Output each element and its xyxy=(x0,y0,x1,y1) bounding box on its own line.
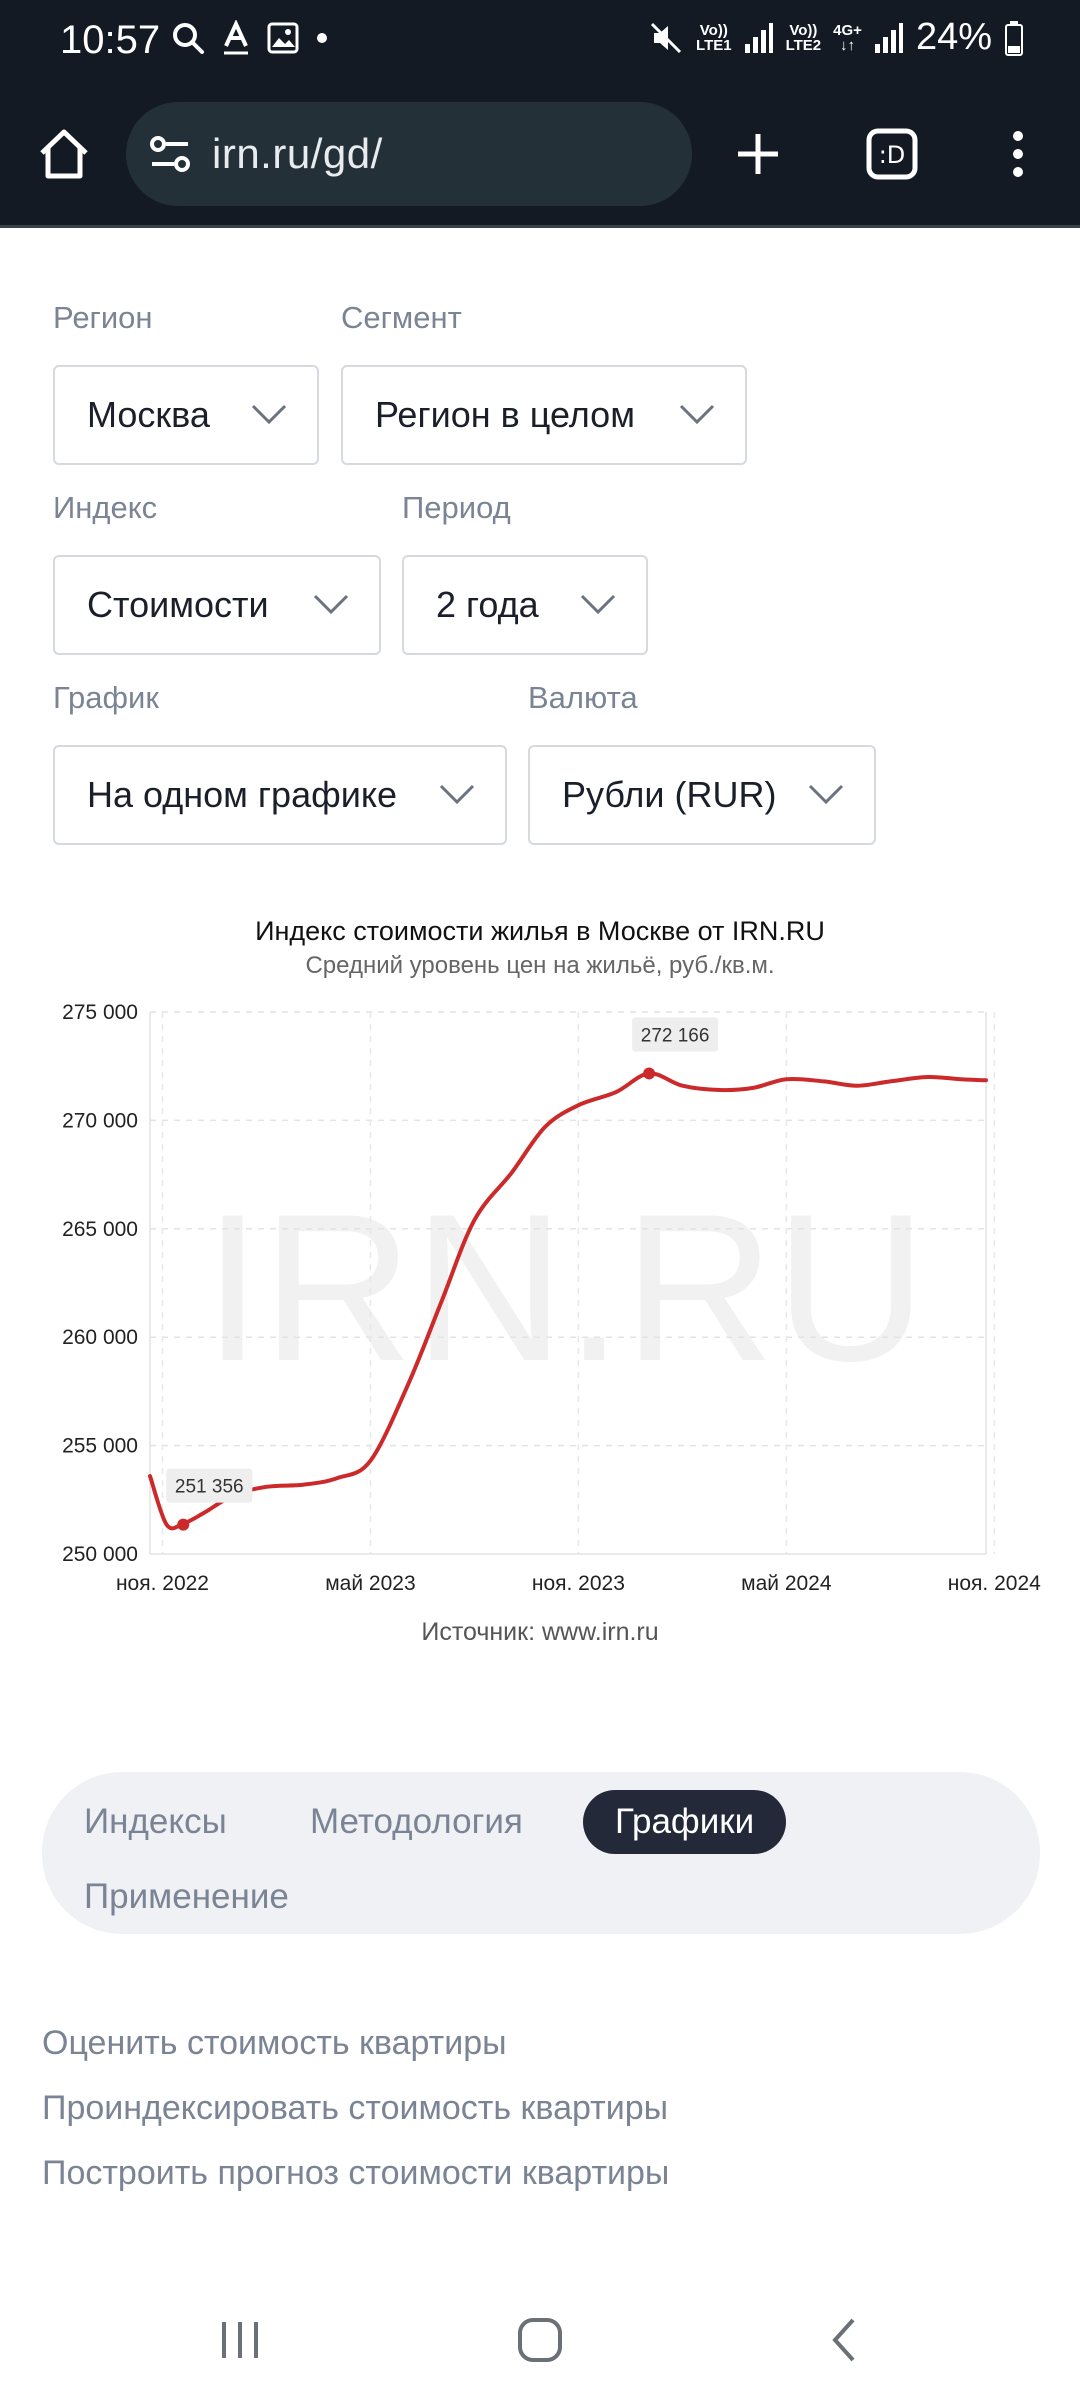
annotation-label: 251 356 xyxy=(175,1477,244,1498)
site-settings-icon[interactable] xyxy=(146,130,194,178)
tab-methodology[interactable]: Методология xyxy=(310,1802,523,1841)
plus-icon xyxy=(738,134,778,174)
segment-select[interactable]: Регион в целом xyxy=(341,365,747,465)
tab-application[interactable]: Применение xyxy=(84,1877,289,1916)
search-icon xyxy=(173,23,204,54)
x-tick-label: ноя. 2022 xyxy=(116,1572,209,1595)
sim2-label: Vo)) LTE2 xyxy=(785,21,822,54)
chart-source: Источник: www.irn.ru xyxy=(421,1618,659,1646)
chart-mode-label: График xyxy=(53,680,159,715)
index-label: Индекс xyxy=(53,490,158,525)
region-select[interactable]: Москва xyxy=(53,365,319,465)
x-tick-label: май 2024 xyxy=(741,1572,832,1595)
currency-select[interactable]: Рубли (RUR) xyxy=(528,745,876,845)
dot-icon xyxy=(317,33,327,43)
sim1-label: Vo)) LTE1 xyxy=(696,21,732,54)
x-tick-label: май 2023 xyxy=(325,1572,415,1595)
y-tick-label: 260 000 xyxy=(62,1326,138,1349)
index-value: Стоимости xyxy=(87,584,269,625)
tab-switcher-icon: :D xyxy=(866,128,918,180)
chart-grid xyxy=(149,1011,996,1555)
chart-subtitle: Средний уровень цен на жильё, руб./кв.м. xyxy=(305,952,775,979)
svg-text::D: :D xyxy=(879,141,906,169)
period-value: 2 года xyxy=(436,584,539,625)
annotation-label: 272 166 xyxy=(641,1025,710,1046)
url-text[interactable]: irn.ru/gd/ xyxy=(212,130,383,177)
chart-mode-value: На одном графике xyxy=(87,774,397,815)
chevron-down-icon xyxy=(580,594,616,615)
period-select[interactable]: 2 года xyxy=(402,555,648,655)
price-index-chart: IRN.RU 250 000 255 000 260 000 265 000 270 0… xyxy=(62,1001,1041,1595)
chevron-down-icon xyxy=(251,404,287,425)
back-button[interactable] xyxy=(804,2302,884,2378)
battery-percent: 24% xyxy=(915,16,992,58)
home-icon xyxy=(40,129,88,179)
chart-annotations: 251 356 272 166 xyxy=(166,1017,719,1531)
section-tabs: Индексы Методология Графики Применение xyxy=(42,1772,1040,1934)
signal-icon xyxy=(874,22,903,53)
chart-title: Индекс стоимости жилья в Москве от IRN.R… xyxy=(255,916,825,946)
status-bar: 10:57 Vo)) LTE1 Vo)) LTE2 4G+ ↓↑ 24% xyxy=(0,0,1080,80)
tab-switcher-button[interactable]: :D xyxy=(856,118,928,190)
x-axis: ноя. 2022 май 2023 ноя. 2023 май 2024 ноя. 2… xyxy=(116,1572,1041,1595)
back-icon xyxy=(832,2318,855,2362)
annotation-point xyxy=(177,1518,190,1531)
y-tick-label: 270 000 xyxy=(62,1109,138,1132)
font-icon xyxy=(224,20,248,55)
new-tab-button[interactable] xyxy=(722,118,794,190)
y-tick-label: 255 000 xyxy=(62,1435,138,1458)
more-vert-icon xyxy=(1013,131,1023,177)
y-tick-label: 265 000 xyxy=(62,1218,138,1241)
address-bar[interactable]: irn.ru/gd/ xyxy=(126,102,692,206)
region-value: Москва xyxy=(87,394,210,435)
status-notification-icons xyxy=(170,20,330,56)
segment-value: Регион в целом xyxy=(375,394,635,435)
recent-apps-icon xyxy=(222,2322,258,2358)
chart-mode-select[interactable]: На одном графике xyxy=(53,745,507,845)
currency-value: Рубли (RUR) xyxy=(562,774,777,815)
link-index-price[interactable]: Проиндексировать стоимость квартиры xyxy=(42,2089,669,2127)
y-axis: 250 000 255 000 260 000 265 000 270 000 275 0… xyxy=(62,1001,138,1566)
segment-label: Сегмент xyxy=(341,300,462,335)
status-system-icons: Vo)) LTE1 Vo)) LTE2 4G+ ↓↑ 24% xyxy=(648,16,1024,59)
x-tick-label: ноя. 2023 xyxy=(532,1572,625,1595)
network-type: 4G+ ↓↑ xyxy=(833,21,862,54)
recent-apps-button[interactable] xyxy=(200,2302,280,2378)
link-estimate-price[interactable]: Оценить стоимость квартиры xyxy=(42,2024,507,2062)
link-forecast-price[interactable]: Построить прогноз стоимости квартиры xyxy=(42,2154,670,2192)
mute-icon xyxy=(650,22,682,53)
tab-charts[interactable]: Графики xyxy=(583,1790,787,1854)
home-circle-icon xyxy=(518,2318,562,2362)
region-label: Регион xyxy=(53,300,153,335)
x-tick-label: ноя. 2024 xyxy=(948,1572,1041,1595)
chevron-down-icon xyxy=(808,784,844,805)
annotation-point xyxy=(643,1067,656,1080)
index-select[interactable]: Стоимости xyxy=(53,555,381,655)
currency-label: Валюта xyxy=(528,680,638,715)
y-tick-label: 275 000 xyxy=(62,1001,138,1024)
status-time: 10:57 xyxy=(60,18,161,62)
signal-icon xyxy=(744,22,773,53)
annotation-label-bg xyxy=(632,1017,719,1052)
home-button[interactable] xyxy=(30,120,98,188)
y-tick-label: 250 000 xyxy=(62,1543,138,1566)
system-nav-bar xyxy=(0,2280,1080,2400)
battery-icon xyxy=(1005,20,1023,56)
chevron-down-icon xyxy=(439,784,475,805)
annotation-label-bg xyxy=(166,1468,253,1503)
menu-button[interactable] xyxy=(982,118,1054,190)
period-label: Период xyxy=(402,490,511,525)
tab-indexes[interactable]: Индексы xyxy=(84,1802,227,1841)
browser-toolbar: irn.ru/gd/ :D xyxy=(0,80,1080,228)
chevron-down-icon xyxy=(679,404,715,425)
home-nav-button[interactable] xyxy=(500,2302,580,2378)
chevron-down-icon xyxy=(313,594,349,615)
chart-watermark: IRN.RU xyxy=(203,1170,926,1405)
gallery-icon xyxy=(267,22,299,54)
